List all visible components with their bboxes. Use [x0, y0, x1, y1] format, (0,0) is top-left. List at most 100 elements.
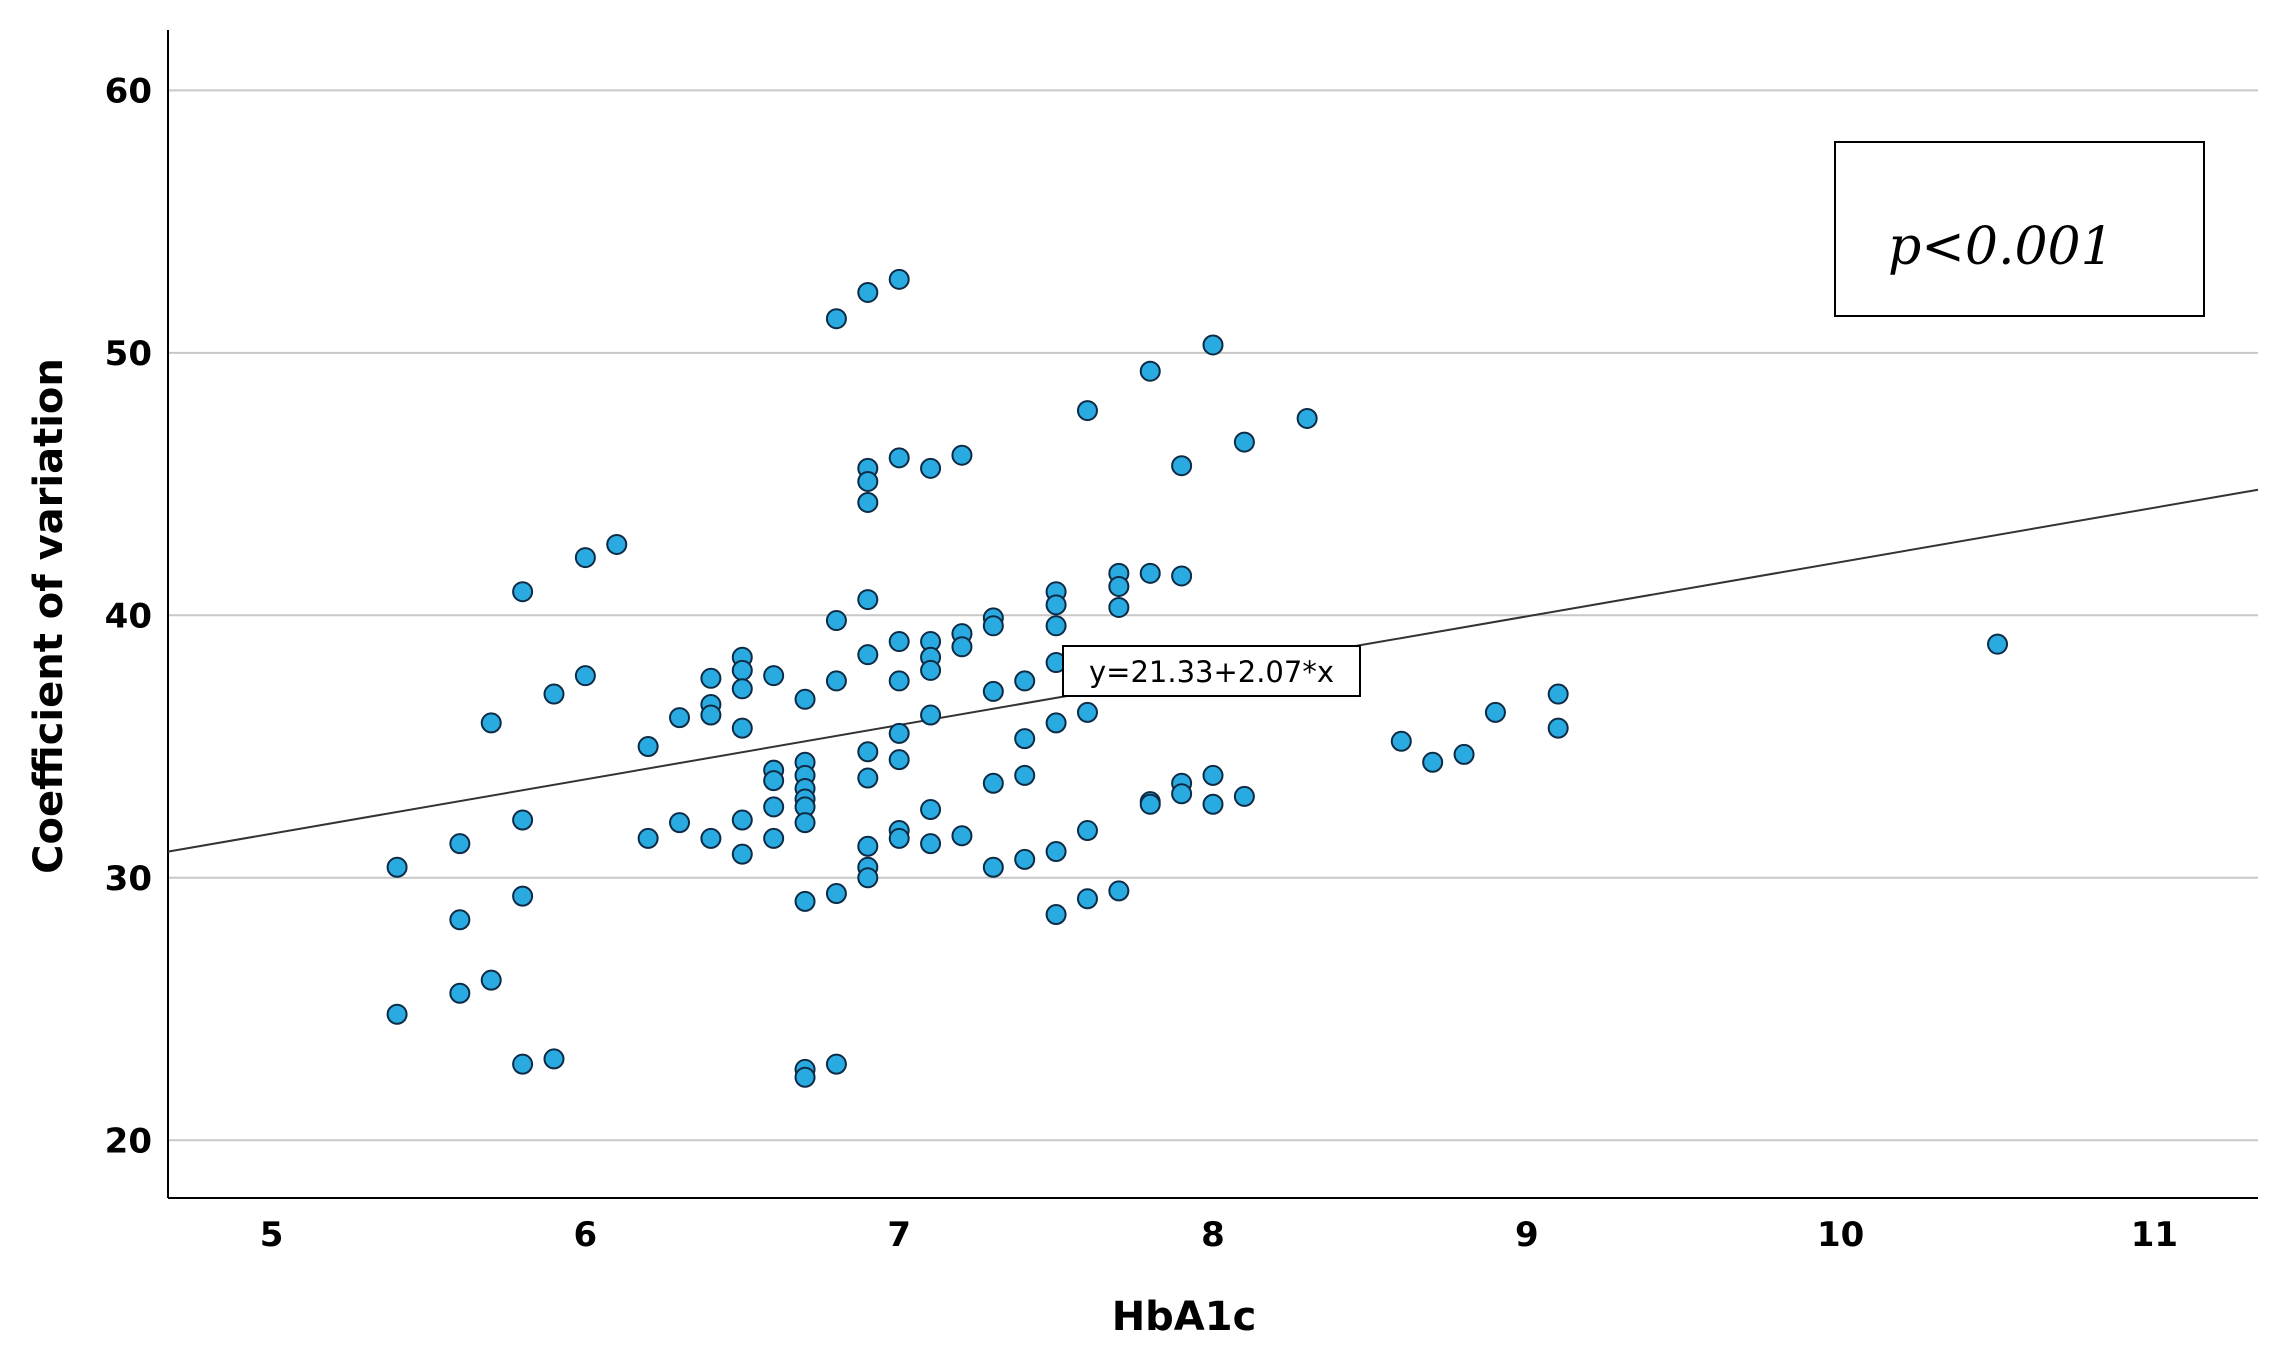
- data-point-1: [386, 1003, 408, 1025]
- equation-box: [1062, 645, 1361, 697]
- data-point-82: [982, 680, 1004, 702]
- data-point-9: [512, 885, 534, 907]
- data-point-2: [449, 833, 471, 855]
- y-tick-label-60: 60: [105, 71, 152, 111]
- data-point-85: [1014, 670, 1036, 692]
- data-point-12: [543, 1048, 565, 1070]
- data-point-34: [763, 827, 785, 849]
- data-point-50: [857, 281, 879, 303]
- data-point-17: [637, 827, 659, 849]
- data-point-117: [1296, 407, 1318, 429]
- data-point-108: [1171, 455, 1193, 477]
- y-tick-label-50: 50: [105, 334, 152, 374]
- data-point-46: [825, 610, 847, 632]
- data-point-18: [669, 707, 691, 729]
- data-point-22: [700, 704, 722, 726]
- data-point-98: [1076, 820, 1098, 842]
- p-value-annotation: p<0.001: [1888, 217, 2114, 277]
- y-tick-label-30: 30: [105, 859, 152, 899]
- data-point-61: [888, 268, 910, 290]
- data-point-73: [920, 704, 942, 726]
- data-point-32: [763, 770, 785, 792]
- data-point-33: [763, 796, 785, 818]
- data-point-104: [1139, 360, 1161, 382]
- data-point-20: [700, 667, 722, 689]
- data-points: [386, 268, 2009, 1088]
- data-point-123: [1547, 717, 1569, 739]
- y-axis-title: Coefficient of variation: [26, 358, 72, 874]
- data-point-95: [1045, 904, 1067, 926]
- data-point-93: [1045, 712, 1067, 734]
- x-tick-label-11: 11: [2131, 1215, 2178, 1255]
- x-tick-label-7: 7: [887, 1215, 911, 1255]
- data-point-113: [1202, 764, 1224, 786]
- data-point-41: [794, 812, 816, 834]
- data-point-87: [1014, 764, 1036, 786]
- data-point-102: [1108, 596, 1130, 618]
- data-point-5: [480, 712, 502, 734]
- data-point-105: [1139, 562, 1161, 584]
- data-point-83: [982, 772, 1004, 794]
- data-point-56: [857, 741, 879, 763]
- data-point-107: [1139, 793, 1161, 815]
- x-tick-label-10: 10: [1817, 1215, 1864, 1255]
- data-point-72: [920, 659, 942, 681]
- data-point-4: [449, 982, 471, 1004]
- data-point-114: [1202, 793, 1224, 815]
- x-tick-label-8: 8: [1201, 1215, 1225, 1255]
- p-value-annotation-group: p<0.001: [1834, 141, 2205, 317]
- data-point-25: [731, 659, 753, 681]
- data-point-62: [888, 447, 910, 469]
- data-point-13: [574, 547, 596, 569]
- data-point-69: [920, 457, 942, 479]
- data-point-115: [1233, 431, 1255, 453]
- x-tick-label-9: 9: [1515, 1215, 1539, 1255]
- data-point-35: [794, 688, 816, 710]
- data-point-29: [731, 843, 753, 865]
- data-point-75: [920, 833, 942, 855]
- data-point-86: [1014, 728, 1036, 750]
- equation-label: y=21.33+2.07*x: [1089, 655, 1334, 689]
- x-tick-label-6: 6: [574, 1215, 598, 1255]
- data-point-101: [1108, 575, 1130, 597]
- data-point-42: [794, 890, 816, 912]
- data-point-8: [512, 809, 534, 831]
- data-point-121: [1484, 701, 1506, 723]
- data-point-28: [731, 809, 753, 831]
- y-tick-label-40: 40: [105, 596, 152, 636]
- data-point-78: [951, 636, 973, 658]
- data-point-60: [857, 867, 879, 889]
- data-point-99: [1076, 888, 1098, 910]
- data-point-53: [857, 491, 879, 513]
- y-tick-labels: 20 30 40 50 60: [105, 71, 152, 1161]
- data-point-84: [982, 856, 1004, 878]
- data-point-26: [731, 678, 753, 700]
- data-point-81: [982, 615, 1004, 637]
- data-point-112: [1202, 334, 1224, 356]
- data-point-97: [1076, 701, 1098, 723]
- data-point-10: [512, 1053, 534, 1075]
- data-point-88: [1014, 848, 1036, 870]
- data-point-91: [1045, 615, 1067, 637]
- data-point-27: [731, 717, 753, 739]
- data-point-30: [763, 665, 785, 687]
- y-tick-label-20: 20: [105, 1121, 152, 1161]
- data-point-68: [888, 827, 910, 849]
- data-point-48: [825, 883, 847, 905]
- data-point-76: [951, 444, 973, 466]
- data-point-90: [1045, 594, 1067, 616]
- data-point-19: [669, 812, 691, 834]
- data-point-66: [888, 749, 910, 771]
- data-point-122: [1547, 683, 1569, 705]
- data-point-45: [825, 308, 847, 330]
- data-point-57: [857, 767, 879, 789]
- data-point-120: [1453, 743, 1475, 765]
- data-point-119: [1422, 751, 1444, 773]
- data-point-79: [951, 825, 973, 847]
- data-point-6: [480, 969, 502, 991]
- data-point-14: [574, 665, 596, 687]
- data-point-94: [1045, 841, 1067, 863]
- p-value-box: [1834, 141, 2205, 317]
- data-point-111: [1171, 783, 1193, 805]
